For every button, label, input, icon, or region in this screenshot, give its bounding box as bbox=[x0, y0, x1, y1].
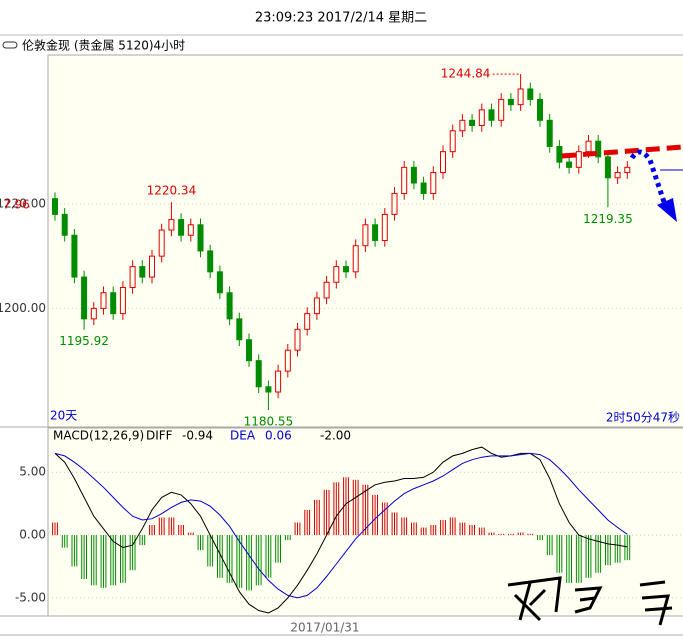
candle-body bbox=[343, 266, 349, 273]
candle-body bbox=[129, 266, 136, 289]
candle-body bbox=[52, 198, 58, 215]
candle-body bbox=[624, 166, 631, 174]
candle-body bbox=[372, 224, 379, 241]
candle-body bbox=[236, 318, 243, 341]
candle-body bbox=[381, 213, 388, 241]
annotation: 7.96 bbox=[3, 198, 30, 212]
y-tick-label: 1220.00 bbox=[0, 196, 46, 210]
candle-body bbox=[537, 98, 543, 121]
candle-body bbox=[313, 297, 320, 315]
candle-body bbox=[517, 88, 524, 106]
candle-body bbox=[604, 156, 611, 179]
candle-body bbox=[459, 119, 466, 132]
candle-body bbox=[566, 161, 573, 168]
dea-value: 0.06 bbox=[265, 429, 292, 443]
candle-body bbox=[119, 287, 126, 315]
extreme-label: 1195.92 bbox=[59, 334, 109, 348]
drawn-arrow bbox=[629, 149, 668, 206]
candle-body bbox=[255, 360, 262, 388]
macd-line bbox=[54, 452, 628, 599]
extreme-label: 1219.35 bbox=[583, 212, 633, 226]
candle-body bbox=[61, 213, 68, 236]
diff-name: DIFF bbox=[146, 429, 173, 443]
arrow-head bbox=[657, 198, 677, 222]
candle-body bbox=[391, 192, 398, 215]
candle-body bbox=[420, 182, 427, 194]
candle-body bbox=[178, 219, 185, 236]
candle-body bbox=[158, 229, 165, 257]
candle-body bbox=[469, 119, 476, 127]
candle-body bbox=[440, 151, 446, 174]
period-label: 20天 bbox=[50, 409, 77, 423]
macd-name: MACD(12,26,9) bbox=[53, 429, 144, 443]
candle-body bbox=[507, 98, 514, 106]
diff-value: -0.94 bbox=[182, 429, 213, 443]
candle-body bbox=[546, 119, 553, 147]
candle-body bbox=[100, 292, 107, 309]
candle-body bbox=[498, 98, 505, 121]
extreme-label: 1220.34 bbox=[147, 184, 197, 198]
candle-body bbox=[216, 271, 223, 294]
link-icon bbox=[2, 41, 18, 49]
candle-body bbox=[226, 292, 233, 320]
candle-body bbox=[207, 250, 214, 273]
chart-layer: 1220.00 1200.00 1244.84 1180.55 1220.34 1195.… bbox=[0, 67, 683, 614]
candle-body bbox=[614, 172, 621, 179]
candle-body bbox=[401, 166, 408, 194]
y-tick-label: 0.00 bbox=[19, 528, 46, 542]
time-title: 23:09:23 2017/2/14 星期二 bbox=[255, 11, 427, 26]
candle-body bbox=[478, 109, 485, 127]
candle-body bbox=[323, 281, 330, 299]
y-tick-label: -5.00 bbox=[15, 590, 46, 604]
candle-body bbox=[246, 339, 252, 362]
y-tick-label: 5.00 bbox=[19, 465, 46, 479]
candle-body bbox=[449, 130, 456, 153]
candle-body bbox=[81, 276, 88, 320]
candle-body bbox=[595, 140, 602, 158]
candle-body bbox=[139, 266, 146, 278]
instrument-label: 伦敦金现 (贵金属 5120)4小时 bbox=[22, 38, 185, 53]
candle-body bbox=[149, 255, 155, 278]
extreme-label: 1244.84 bbox=[441, 67, 491, 81]
candle-body bbox=[90, 307, 97, 320]
countdown-label: 2时50分47秒 bbox=[606, 411, 680, 425]
candle-body bbox=[110, 292, 117, 315]
candle-body bbox=[187, 224, 194, 236]
candle-body bbox=[71, 234, 78, 278]
candle-body bbox=[294, 328, 301, 351]
dea-name: DEA bbox=[230, 429, 256, 443]
y-tick-label: 1200.00 bbox=[0, 301, 46, 315]
candle-body bbox=[265, 386, 272, 393]
signature bbox=[507, 576, 673, 626]
extreme-label: 1180.55 bbox=[244, 415, 294, 429]
candle-body bbox=[284, 349, 291, 372]
candle-body bbox=[362, 224, 369, 247]
candle-body bbox=[488, 109, 495, 121]
candle-body bbox=[352, 245, 359, 273]
date-label: 2017/01/31 bbox=[290, 621, 359, 635]
candle-body bbox=[556, 145, 563, 163]
candle-body bbox=[430, 172, 437, 194]
candle-body bbox=[275, 370, 282, 393]
candle-body bbox=[527, 88, 534, 100]
candle-body bbox=[333, 266, 340, 283]
macd-value: -2.00 bbox=[320, 429, 351, 443]
candle-body bbox=[304, 313, 311, 330]
candle-body bbox=[168, 219, 175, 231]
macd-line bbox=[54, 446, 628, 614]
candle-body bbox=[410, 166, 417, 184]
candle-body bbox=[197, 224, 204, 252]
candle-body bbox=[575, 151, 582, 168]
candle-body bbox=[585, 140, 592, 153]
